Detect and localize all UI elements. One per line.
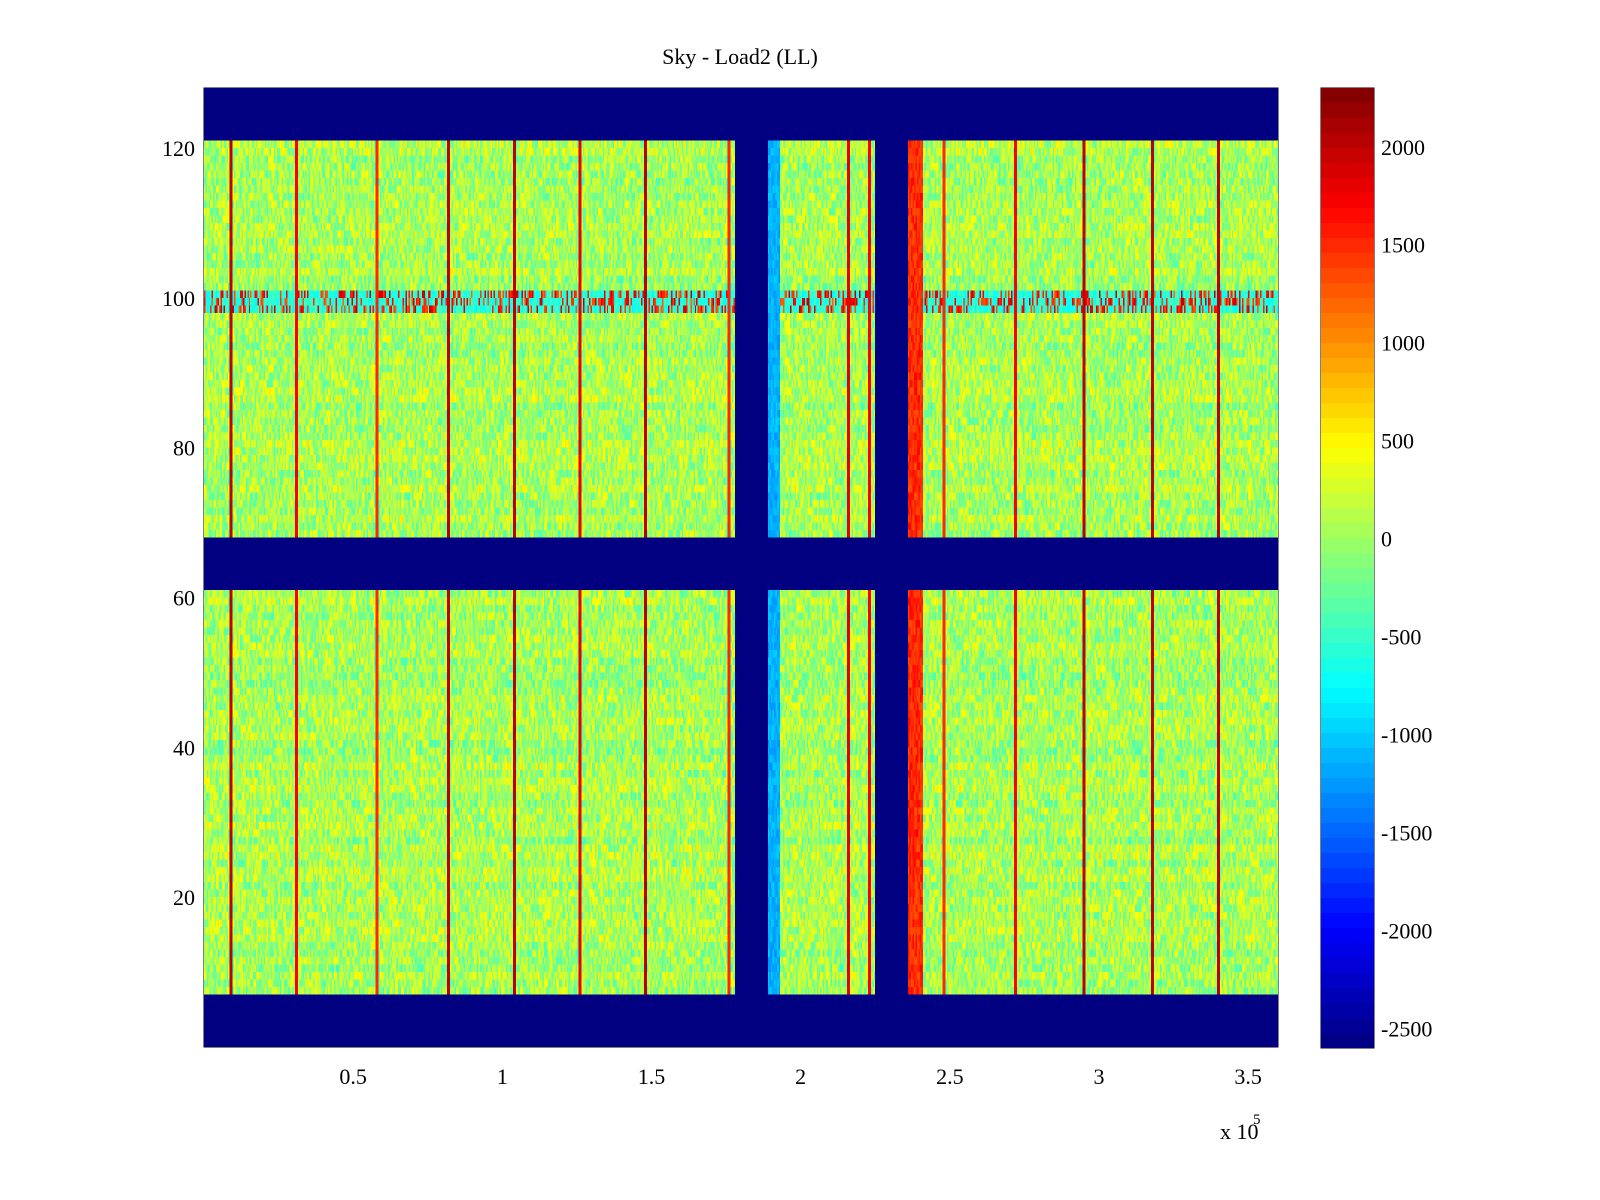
x-axis-multiplier: x 10 (1220, 1119, 1259, 1144)
colorbar-tick-label: 1500 (1381, 233, 1425, 258)
x-axis-multiplier-exponent: 5 (1253, 1112, 1261, 1128)
colorbar-gradient (1321, 88, 1374, 1048)
x-tick-label: 3 (1094, 1064, 1105, 1089)
colorbar-tick-label: 0 (1381, 527, 1392, 552)
x-tick-label: 1.5 (638, 1064, 666, 1089)
x-tick-label: 1 (497, 1064, 508, 1089)
x-tick-label: 3.5 (1234, 1064, 1262, 1089)
y-tick-label: 120 (162, 136, 195, 161)
y-axis: 20 40 60 80 100 120 (162, 136, 1278, 910)
colorbar-axis: 2000 1500 1000 500 0 -500 -1000 -1500 -2000 -2500 (1321, 135, 1432, 1041)
y-tick-label: 80 (173, 436, 195, 461)
y-tick-label: 20 (173, 885, 195, 910)
colorbar-tick-label: -1500 (1381, 820, 1432, 845)
colorbar-tick-label: 2000 (1381, 135, 1425, 160)
colorbar-tick-label: 1000 (1381, 331, 1425, 356)
colorbar-tick-label: 500 (1381, 429, 1414, 454)
x-tick-label: 0.5 (339, 1064, 367, 1089)
chart-title: Sky - Load2 (LL) (662, 44, 818, 69)
x-tick-label: 2.5 (936, 1064, 964, 1089)
colorbar-tick-label: -2000 (1381, 918, 1432, 943)
y-tick-label: 60 (173, 585, 195, 610)
y-tick-label: 40 (173, 735, 195, 760)
y-tick-label: 100 (162, 286, 195, 311)
colorbar-tick-label: -500 (1381, 625, 1421, 650)
colorbar-tick-label: -2500 (1381, 1016, 1432, 1041)
colorbar-tick-label: -1000 (1381, 723, 1432, 748)
heatmap-image (204, 88, 1278, 1047)
x-tick-label: 2 (795, 1064, 806, 1089)
